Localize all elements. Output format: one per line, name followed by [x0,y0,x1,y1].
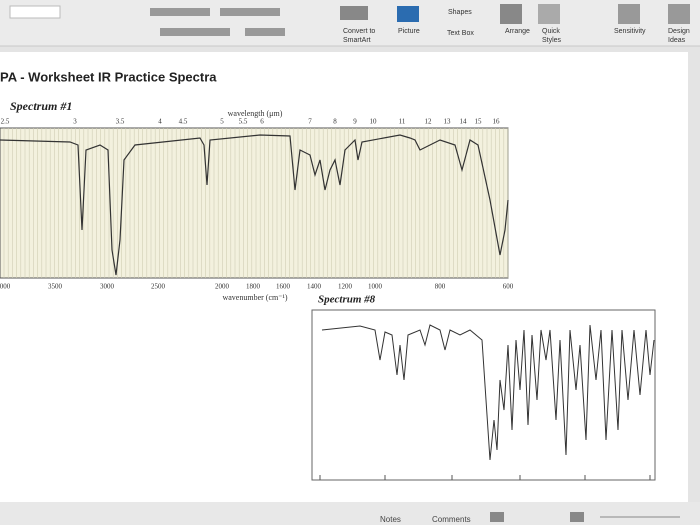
wavenumber-tick-label: 800 [435,283,446,291]
wavelength-tick-label: 11 [399,118,406,126]
wavenumber-tick-label: 1600 [276,283,291,291]
wavenumber-tick-label: 600 [503,283,514,291]
document-title: PA - Worksheet IR Practice Spectra [0,69,217,84]
wavenumber-tick-label: 000 [0,283,11,291]
view-button[interactable] [490,512,504,522]
wavelength-tick-label: 13 [444,118,452,126]
spectrum1-frame [0,127,509,279]
wavelength-tick-label: 9 [353,118,357,126]
wavenumber-tick-label: 1000 [368,283,383,291]
wavelength-tick-label: 10 [370,118,378,126]
ribbon-label: Design [668,28,690,35]
ribbon-label: Shapes [448,9,472,16]
wavelength-tick-label: 3.5 [116,118,125,126]
ribbon-label: Styles [542,37,562,44]
spectrum-label: Spectrum #1 [10,99,72,113]
axis-label: wavenumber (cm⁻¹) [222,293,287,302]
wavenumber-tick-label: 3000 [100,283,115,291]
spectrum8-frame [311,309,656,481]
wavelength-tick-label: 2.5 [1,118,10,126]
wavelength-tick-label: 6 [260,118,264,126]
status-bar [0,502,700,525]
ribbon-icons [9,4,690,36]
wavenumber-tick-label: 2000 [215,283,230,291]
wavelength-tick-label: 15 [475,118,483,126]
status-label: Notes [380,515,401,524]
wavelength-tick-label: 5 [220,118,224,126]
wavelength-tick-label: 14 [460,118,468,126]
spectrum-label: Spectrum #8 [318,294,376,306]
wavelength-tick-label: 12 [425,118,433,126]
ribbon-label: SmartArt [343,37,371,44]
view-button[interactable] [570,512,584,522]
wavenumber-tick-label: 1400 [307,283,322,291]
ribbon-label: Arrange [505,28,530,35]
spectrum8-axis-ticks [319,475,651,480]
ribbon-label: Text Box [447,30,474,37]
wavenumber-tick-label: 2500 [151,283,166,291]
spectrum1-trace [0,134,509,276]
ribbon-label: Convert to [343,28,375,35]
ribbon-label: Quick [542,28,560,35]
wavelength-tick-label: 5.5 [239,118,248,126]
wavelength-tick-label: 4.5 [179,118,188,126]
status-label: Comments [432,515,471,524]
ribbon-label: Ideas [668,37,686,44]
wavelength-tick-label: 16 [493,118,501,126]
ribbon-label: Picture [398,28,420,35]
wavenumber-tick-label: 1800 [246,283,261,291]
wavelength-tick-label: 7 [308,118,312,126]
wavenumber-tick-label: 3500 [48,283,63,291]
spectrum8-trace [321,324,655,461]
wavelength-tick-label: 3 [73,118,77,126]
spectrum1-grid [3,128,509,278]
axis-label: wavelength (μm) [228,109,283,118]
wavenumber-tick-label: 1200 [338,283,353,291]
wavelength-tick-label: 4 [158,118,162,126]
ribbon-label: Sensitivity [614,28,646,35]
wavelength-tick-label: 8 [333,118,337,126]
